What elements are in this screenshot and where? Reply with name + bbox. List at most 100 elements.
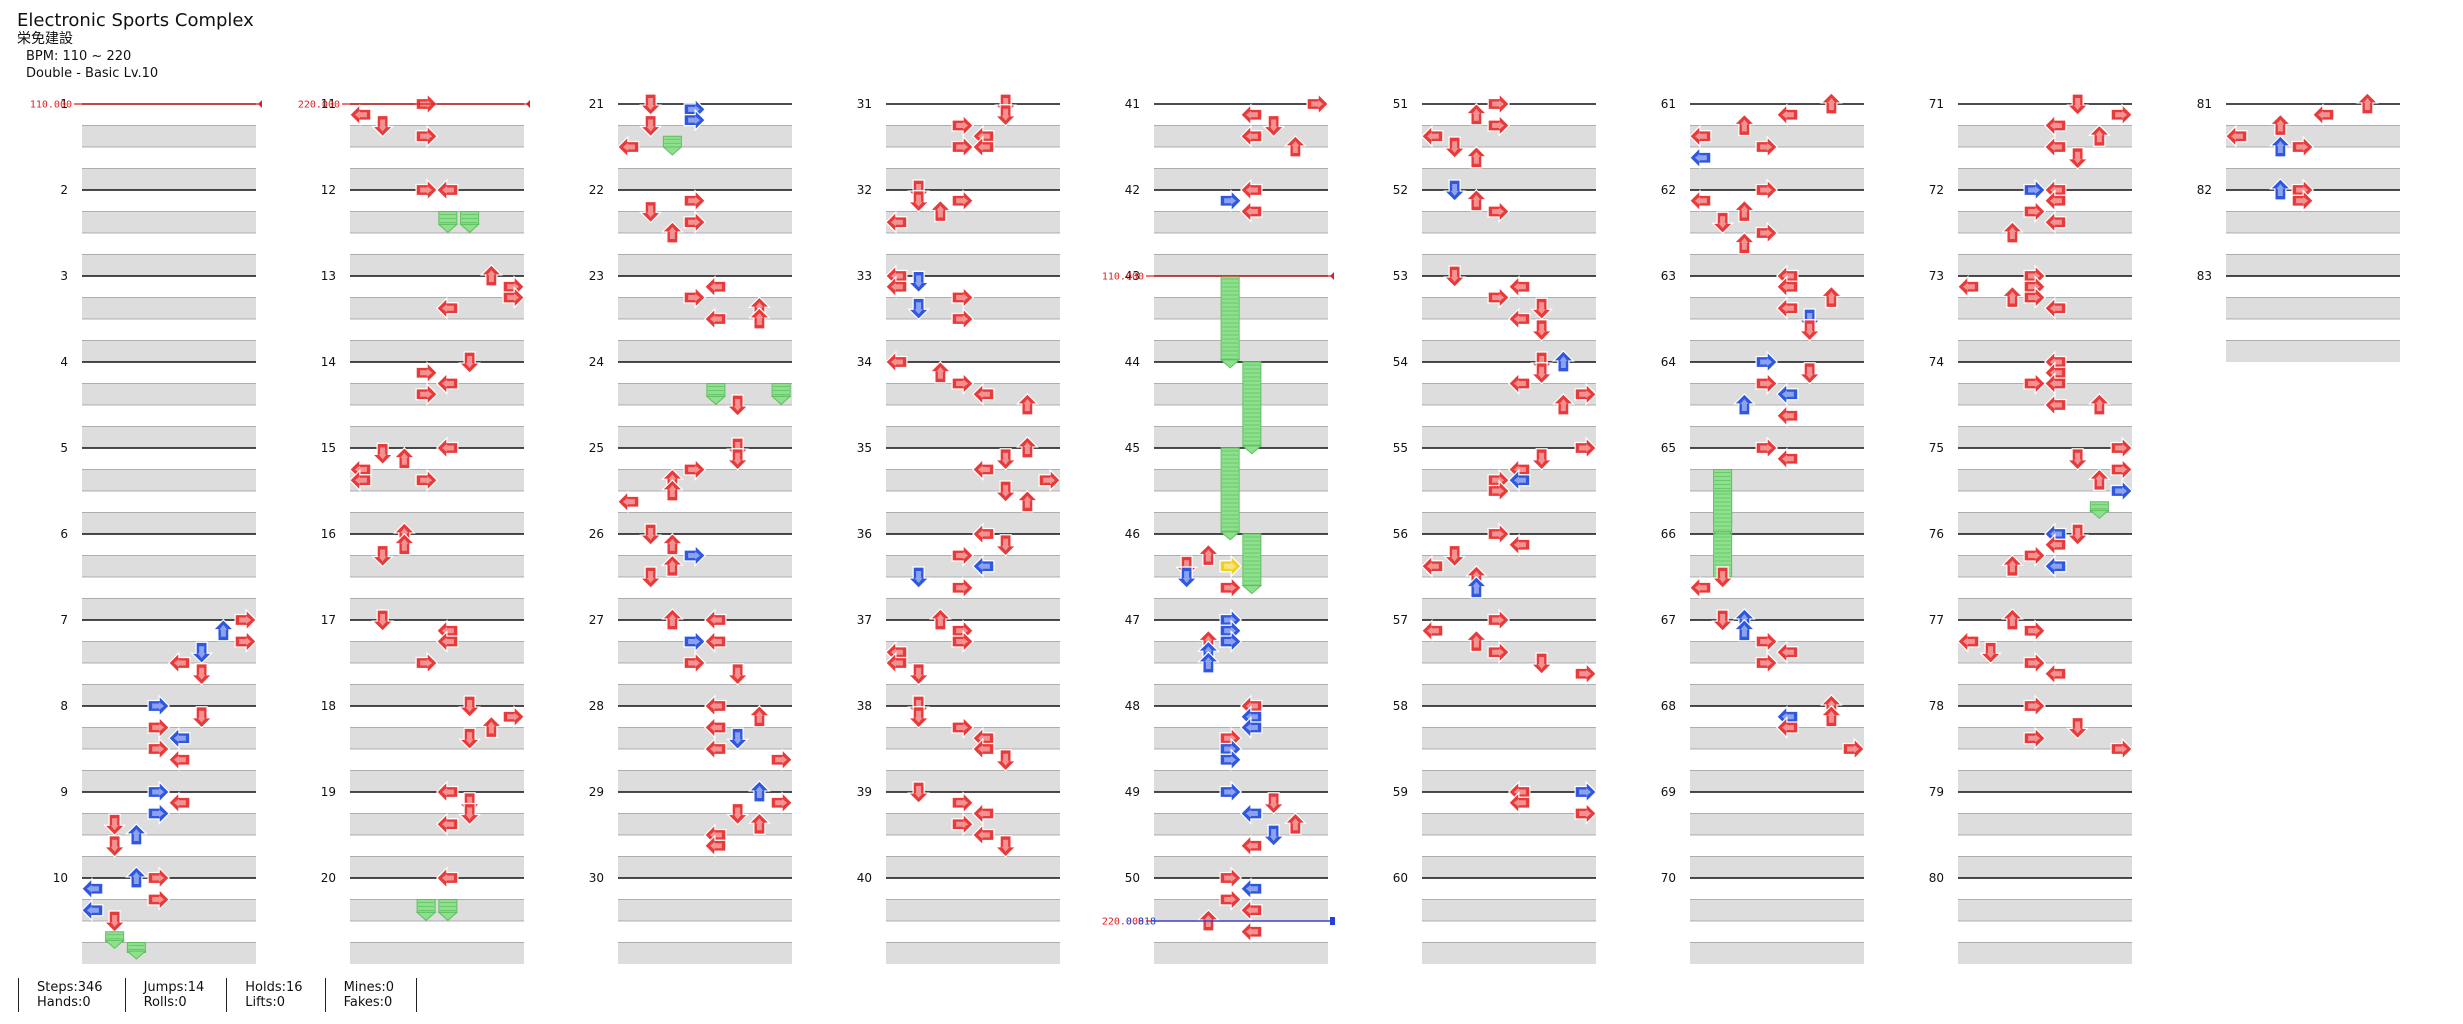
arrow-shape xyxy=(972,802,995,825)
arrow-highlight xyxy=(2276,119,2285,132)
arrow-highlight xyxy=(1513,379,1526,388)
measure-13: 13 xyxy=(321,269,524,362)
arrow-highlight xyxy=(914,302,923,315)
arrow-shape xyxy=(907,663,931,686)
beat-band xyxy=(2226,340,2400,362)
step-arrow-right-icon xyxy=(2110,458,2133,481)
beat-band xyxy=(1154,297,1328,319)
arrow-highlight xyxy=(2095,130,2104,143)
holds-count: Holds:16 xyxy=(245,980,303,995)
arrow-highlight xyxy=(1245,110,1258,119)
arrow-shape xyxy=(1464,102,1488,126)
measure-number: 8 xyxy=(60,699,68,713)
stop-marker: 0.818 xyxy=(1126,917,1335,928)
beat-band xyxy=(618,168,792,190)
step-arrow-right-icon xyxy=(1574,436,1597,460)
arrow-shape xyxy=(2023,372,2046,395)
beat-band xyxy=(82,555,256,577)
arrow-highlight xyxy=(1513,476,1526,485)
measure-number: 74 xyxy=(1929,355,1944,369)
step-arrow-left-icon xyxy=(1957,630,1980,653)
arrow-shape xyxy=(1530,448,1554,471)
arrow-highlight xyxy=(1224,583,1237,592)
arrow-highlight xyxy=(1043,476,1056,485)
measure-number: 40 xyxy=(857,871,872,885)
measure-number: 2 xyxy=(60,183,68,197)
arrow-highlight xyxy=(2115,487,2128,495)
bpm-range: BPM: 110 ~ 220 xyxy=(26,49,132,64)
arrow-highlight xyxy=(956,315,969,323)
measure-12: 12 xyxy=(321,183,524,276)
hold-body xyxy=(1242,533,1262,587)
beat-band xyxy=(350,340,524,362)
beat-band xyxy=(350,211,524,233)
arrow-shape xyxy=(2000,285,2024,309)
beat-band xyxy=(1422,598,1596,620)
arrow-shape xyxy=(2044,210,2067,234)
measure-29: 29 xyxy=(589,785,792,878)
step-arrow-down-icon xyxy=(907,663,931,686)
arrow-highlight xyxy=(755,710,764,723)
step-arrow-left-icon xyxy=(168,791,191,815)
step-arrow-right-icon xyxy=(951,135,974,159)
arrow-highlight xyxy=(152,895,165,904)
arrow-shape xyxy=(951,812,974,836)
arrow-highlight xyxy=(2028,379,2041,388)
arrow-shape xyxy=(660,479,684,502)
arrow-shape xyxy=(502,286,525,309)
beat-band xyxy=(886,770,1060,792)
beat-band xyxy=(1154,770,1328,792)
measure-62: 62 xyxy=(1661,183,1864,276)
arrow-highlight xyxy=(1001,108,1010,121)
arrow-highlight xyxy=(890,282,903,291)
step-arrow-down-icon xyxy=(1711,566,1735,589)
arrow-shape xyxy=(1219,576,1242,600)
arrow-shape xyxy=(617,490,640,514)
arrow-shape xyxy=(951,791,974,815)
arrow-shape xyxy=(168,651,191,675)
arrow-shape xyxy=(415,651,438,675)
measure-28: 28 xyxy=(589,699,792,792)
measure-14: 14 xyxy=(321,355,524,448)
step-arrow-left-icon xyxy=(704,694,727,718)
step-arrow-up-icon xyxy=(2000,608,2024,631)
beat-band xyxy=(1690,770,1864,792)
hold-tail xyxy=(415,911,437,922)
beat-band xyxy=(350,598,524,620)
arrow-highlight xyxy=(733,667,742,680)
measure-38: 38 xyxy=(857,699,1060,792)
arrow-shape xyxy=(726,394,750,417)
beat-band xyxy=(1690,469,1864,491)
step-arrow-left-icon xyxy=(972,382,995,406)
arrow-highlight xyxy=(354,476,367,485)
song-info: Electronic Sports Complex 栄免建設 BPM: 110 … xyxy=(17,10,254,82)
arrow-highlight xyxy=(1492,207,1505,216)
step-arrow-left-icon xyxy=(1508,307,1531,331)
step-arrow-down-icon xyxy=(994,480,1018,503)
step-arrow-right-icon xyxy=(1487,608,1510,632)
arrow-shape xyxy=(1240,802,1263,825)
step-arrow-left-icon xyxy=(972,135,995,159)
step-arrow-right-icon xyxy=(2023,372,2046,395)
beat-band xyxy=(1958,512,2132,534)
arrow-shape xyxy=(1574,662,1597,686)
arrow-highlight xyxy=(1023,399,1032,411)
step-arrow-left-icon xyxy=(2044,372,2067,395)
arrow-shape xyxy=(103,813,127,837)
bpm-value: 110.000 xyxy=(1102,272,1144,283)
measure-68: 68 xyxy=(1661,699,1864,792)
arrow-highlight xyxy=(936,205,945,218)
arrow-shape xyxy=(639,523,663,546)
arrow-highlight xyxy=(936,366,945,379)
arrow-highlight xyxy=(378,549,387,562)
hold-note xyxy=(1712,490,1733,541)
arrow-highlight xyxy=(1204,549,1213,562)
measure-82: 82 xyxy=(2197,183,2400,276)
arrow-highlight xyxy=(2095,474,2104,487)
arrow-shape xyxy=(660,608,684,631)
beat-band xyxy=(1154,856,1328,878)
arrow-highlight xyxy=(956,293,969,302)
measure-42: 42 xyxy=(1125,183,1328,276)
arrow-highlight xyxy=(688,551,701,560)
step-arrow-left-icon xyxy=(704,834,727,858)
